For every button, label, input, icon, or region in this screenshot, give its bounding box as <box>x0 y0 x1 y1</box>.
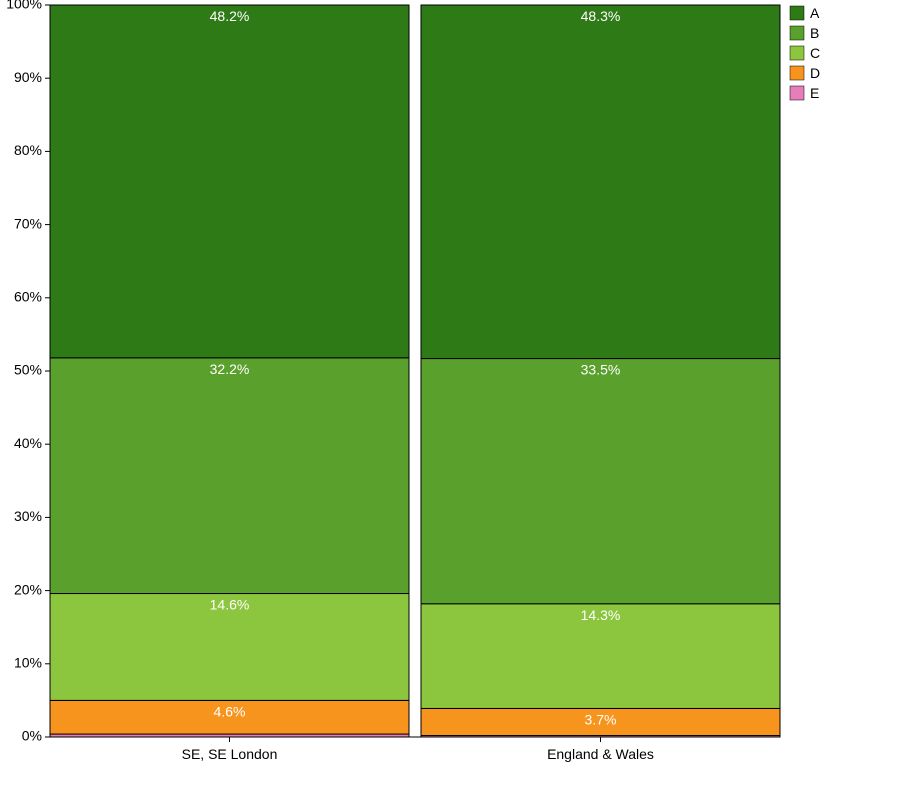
y-tick-label: 70% <box>14 215 42 231</box>
bar-value-label: 48.3% <box>581 8 621 24</box>
bar-segment <box>421 359 780 604</box>
y-tick-label: 10% <box>14 655 42 671</box>
bar-value-label: 48.2% <box>210 8 250 24</box>
stacked-bar-chart: 0% 10% 20% 30% 40% 50% 60% 70% 80% 90% 100% 4.6% 14.… <box>0 0 900 790</box>
legend-label: C <box>810 45 820 61</box>
legend-swatch <box>790 86 804 100</box>
y-tick-label: 30% <box>14 508 42 524</box>
x-tick-label: England & Wales <box>547 746 654 762</box>
bar-value-label: 4.6% <box>214 703 246 719</box>
legend-label: A <box>810 5 820 21</box>
y-tick-label: 60% <box>14 289 42 305</box>
y-tick-label: 50% <box>14 362 42 378</box>
legend-swatch <box>790 6 804 20</box>
bar-value-label: 3.7% <box>585 711 617 727</box>
legend-swatch <box>790 26 804 40</box>
bar-value-label: 14.3% <box>581 607 621 623</box>
x-tick-label: SE, SE London <box>182 746 278 762</box>
bar-segment <box>50 358 409 594</box>
y-tick-label: 40% <box>14 435 42 451</box>
y-tick-label: 80% <box>14 142 42 158</box>
bar-segment <box>50 5 409 358</box>
legend-swatch <box>790 46 804 60</box>
y-tick-label: 0% <box>22 728 42 744</box>
bar-segment <box>421 5 780 359</box>
bar-value-label: 33.5% <box>581 362 621 378</box>
legend-label: D <box>810 65 820 81</box>
legend-label: B <box>810 25 819 41</box>
legend-label: E <box>810 85 819 101</box>
y-tick-label: 100% <box>6 0 42 12</box>
y-tick-label: 20% <box>14 581 42 597</box>
bar-value-label: 32.2% <box>210 361 250 377</box>
legend-swatch <box>790 66 804 80</box>
y-tick-label: 90% <box>14 69 42 85</box>
bar-value-label: 14.6% <box>210 597 250 613</box>
